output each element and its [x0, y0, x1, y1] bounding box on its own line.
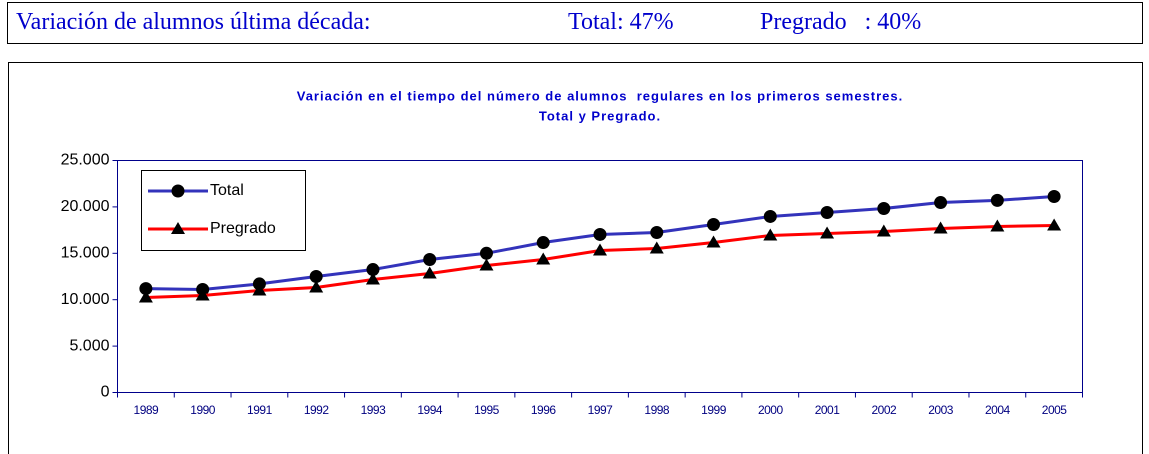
x-tick-label: 1999	[701, 403, 727, 417]
x-tick-label: 1995	[474, 403, 500, 417]
x-tick-label: 1989	[134, 403, 160, 417]
marker	[763, 209, 777, 223]
x-tick-label: 2002	[871, 403, 897, 417]
marker	[536, 252, 551, 265]
marker	[252, 283, 267, 296]
x-tick-label: 2000	[758, 403, 784, 417]
chart-title: Variación en el tiempo del número de alu…	[297, 88, 904, 103]
x-tick-label: 1994	[417, 403, 443, 417]
marker	[536, 236, 550, 250]
marker	[933, 221, 948, 234]
marker	[877, 201, 891, 215]
x-tick-label: 1992	[304, 403, 330, 417]
marker	[171, 184, 185, 198]
header-total: Total: 47%	[568, 9, 674, 35]
plot-area	[117, 160, 1083, 393]
y-tick-label: 0	[101, 384, 110, 401]
marker	[309, 270, 323, 283]
header-pregrado: Pregrado : 40%	[760, 9, 922, 35]
x-tick-label: 1990	[190, 403, 216, 417]
marker	[309, 280, 324, 293]
x-tick-label: 2005	[1042, 403, 1068, 417]
marker	[422, 266, 437, 279]
legend-label: Pregrado	[210, 220, 276, 237]
y-tick-label: 25.000	[61, 152, 110, 169]
x-tick-label: 1996	[531, 403, 557, 417]
marker	[593, 243, 607, 256]
marker	[706, 235, 721, 248]
marker	[820, 205, 834, 219]
marker	[1047, 218, 1062, 231]
header-box: Variación de alumnos última década: Tota…	[7, 2, 1143, 44]
header-label: Variación de alumnos última década:	[16, 9, 371, 35]
marker	[366, 263, 380, 277]
marker	[593, 227, 607, 241]
x-tick-label: 2001	[815, 403, 841, 417]
chart-frame	[8, 62, 1143, 454]
marker	[650, 226, 664, 240]
marker	[763, 228, 778, 241]
y-tick-label: 10.000	[61, 291, 110, 308]
marker	[990, 193, 1004, 207]
y-tick-label: 15.000	[61, 245, 110, 262]
y-tick-label: 5.000	[69, 337, 109, 354]
x-tick-label: 1997	[588, 403, 614, 417]
marker	[195, 288, 210, 301]
marker	[820, 226, 835, 239]
marker	[1047, 190, 1061, 204]
marker	[423, 253, 437, 267]
marker	[479, 246, 493, 260]
x-tick-label: 2004	[985, 403, 1011, 417]
legend-label: Total	[210, 182, 244, 199]
marker	[934, 196, 948, 210]
marker	[365, 272, 380, 285]
x-tick-label: 2003	[928, 403, 954, 417]
marker	[139, 282, 153, 296]
x-tick-label: 1991	[247, 403, 273, 417]
marker	[649, 241, 664, 254]
x-tick-label: 1993	[361, 403, 387, 417]
marker	[171, 222, 185, 234]
chart-title: Total y Pregrado.	[539, 108, 661, 123]
marker	[479, 258, 494, 271]
legend-box	[141, 170, 306, 251]
marker	[876, 224, 891, 237]
marker	[707, 218, 721, 232]
marker	[138, 290, 153, 303]
y-tick-label: 20.000	[61, 198, 110, 215]
x-tick-label: 1998	[644, 403, 670, 417]
marker	[990, 219, 1005, 232]
